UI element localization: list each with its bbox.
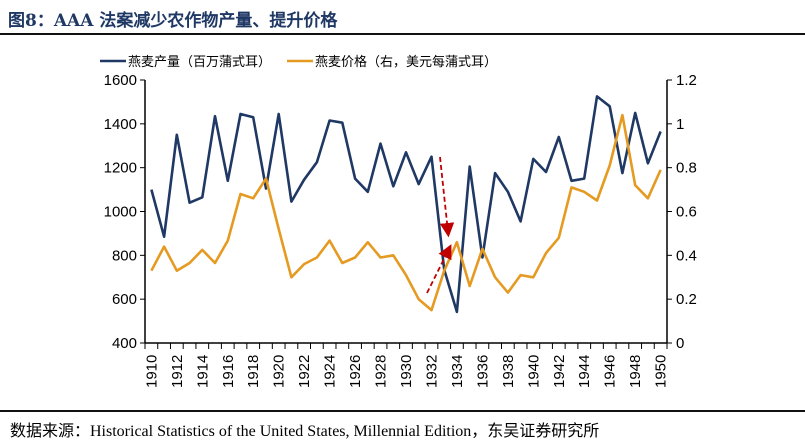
arrow-down: [439, 156, 455, 238]
x-tick-label: 1932: [423, 355, 440, 388]
series-line-1: [150, 95, 662, 314]
x-tick-label: 1944: [576, 355, 593, 388]
left-tick-label: 800: [112, 247, 137, 264]
x-tick-label: 1950: [653, 355, 670, 388]
x-tick-label: 1918: [245, 355, 262, 388]
right-tick-label: 0: [676, 335, 684, 352]
legend-label-2: 燕麦价格（右，美元每蒲式耳）: [315, 54, 497, 70]
left-tick-label: 400: [112, 335, 137, 352]
right-tick-label: 0.2: [676, 291, 697, 308]
x-tick-label: 1910: [143, 355, 160, 388]
left-tick-label: 600: [112, 291, 137, 308]
x-tick-label: 1924: [322, 355, 339, 388]
right-tick-label: 0.8: [676, 160, 697, 177]
right-tick-label: 1.2: [676, 72, 697, 89]
series-line-2: [150, 113, 662, 312]
chart-title: 图8：AAA 法案减少农作物产量、提升价格: [8, 11, 338, 31]
x-tick-label: 1916: [220, 355, 237, 388]
left-tick-label: 1400: [104, 116, 137, 133]
x-tick-label: 1936: [474, 355, 491, 388]
x-tick-label: 1914: [194, 355, 211, 388]
x-tick-label: 1928: [373, 355, 390, 388]
x-tick-label: 1912: [169, 355, 186, 388]
legend-label-1: 燕麦产量（百万蒲式耳）: [128, 55, 271, 70]
source-note: 数据来源：Historical Statistics of the United…: [10, 423, 600, 440]
x-tick-label: 1938: [500, 355, 517, 388]
x-tick-label: 1946: [602, 355, 619, 388]
x-tick-label: 1930: [398, 355, 415, 388]
x-tick-label: 1920: [271, 355, 288, 388]
left-tick-label: 1000: [104, 204, 137, 221]
left-tick-label: 1200: [104, 160, 137, 177]
right-tick-label: 0.6: [676, 204, 697, 221]
arrow-up: [426, 244, 452, 294]
right-tick-label: 1: [676, 116, 684, 133]
annotation-arrows: [426, 156, 455, 294]
x-tick-label: 1942: [551, 355, 568, 388]
x-tick-label: 1940: [525, 355, 542, 388]
x-tick-label: 1948: [627, 355, 644, 388]
x-tick-label: 1926: [347, 355, 364, 388]
x-tick-label: 1922: [296, 355, 313, 388]
x-tick-label: 1934: [449, 355, 466, 388]
right-tick-label: 0.4: [676, 247, 697, 264]
left-tick-label: 1600: [104, 72, 137, 89]
